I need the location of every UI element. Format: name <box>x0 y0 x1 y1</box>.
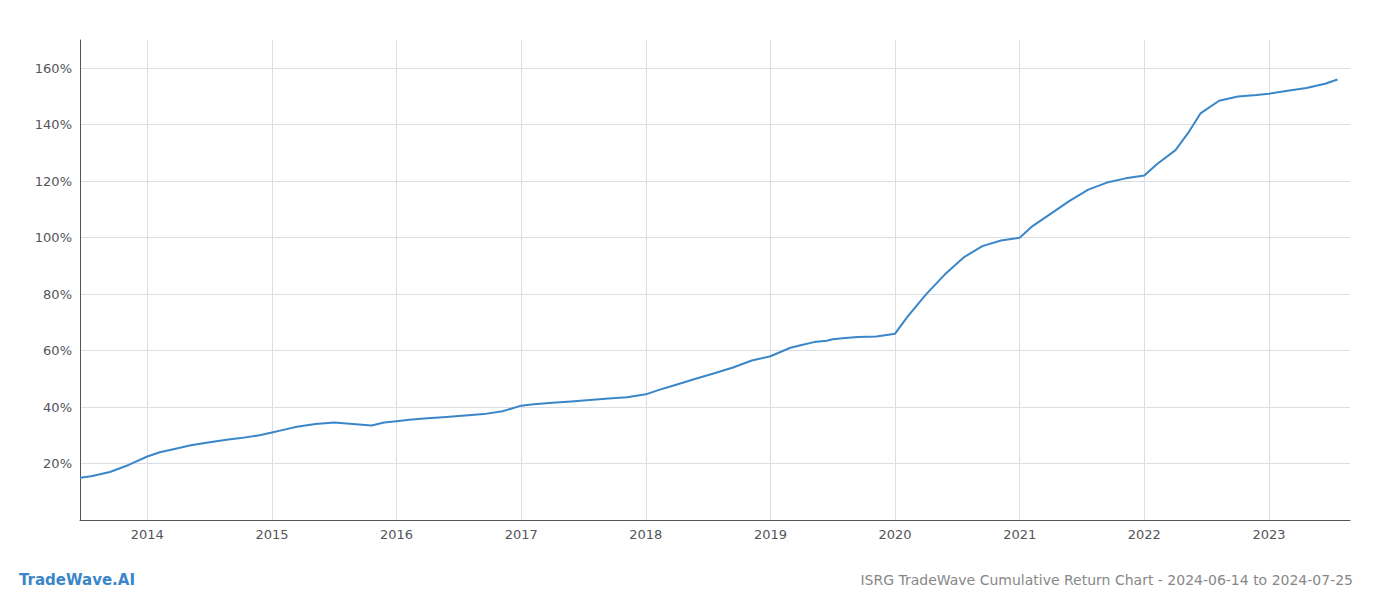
svg-text:2015: 2015 <box>255 527 288 542</box>
svg-text:2016: 2016 <box>380 527 413 542</box>
svg-text:2022: 2022 <box>1128 527 1161 542</box>
svg-text:40%: 40% <box>43 400 72 415</box>
svg-text:2021: 2021 <box>1003 527 1036 542</box>
svg-text:2019: 2019 <box>754 527 787 542</box>
svg-text:80%: 80% <box>43 287 72 302</box>
svg-text:100%: 100% <box>35 230 72 245</box>
svg-text:ISRG TradeWave Cumulative Retu: ISRG TradeWave Cumulative Return Chart -… <box>860 572 1353 588</box>
svg-text:2018: 2018 <box>629 527 662 542</box>
svg-text:60%: 60% <box>43 343 72 358</box>
svg-text:140%: 140% <box>35 117 72 132</box>
svg-text:120%: 120% <box>35 174 72 189</box>
svg-text:TradeWave.AI: TradeWave.AI <box>19 571 135 589</box>
svg-text:2017: 2017 <box>505 527 538 542</box>
svg-text:2023: 2023 <box>1252 527 1285 542</box>
svg-text:20%: 20% <box>43 456 72 471</box>
svg-text:2020: 2020 <box>879 527 912 542</box>
svg-text:2014: 2014 <box>131 527 164 542</box>
svg-text:160%: 160% <box>35 61 72 76</box>
